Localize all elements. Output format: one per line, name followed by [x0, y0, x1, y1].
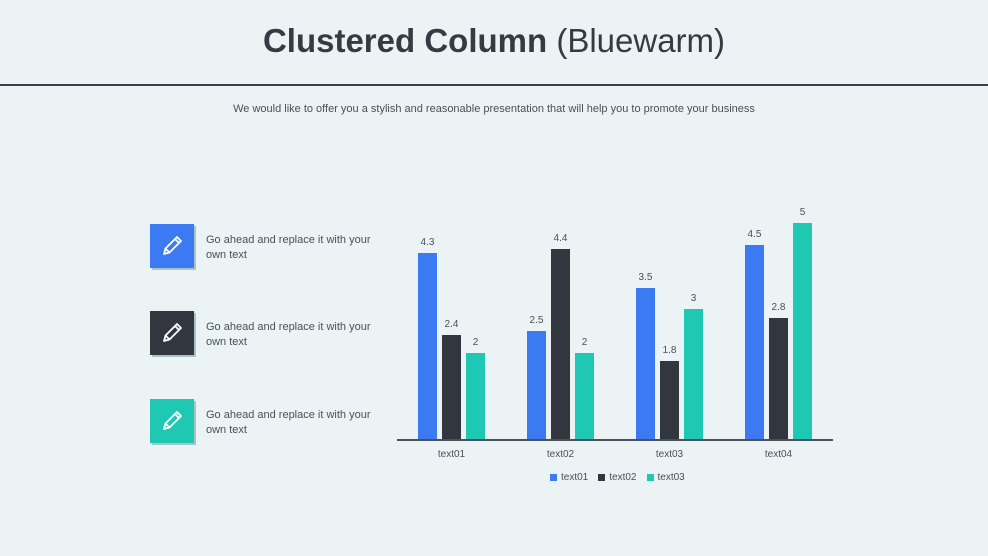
category-label: text01	[437, 449, 466, 460]
data-label: 2	[472, 336, 479, 348]
page-title: Clustered Column (Bluewarm)	[0, 22, 988, 60]
category-label: text03	[655, 449, 684, 460]
pencil-icon-box	[150, 399, 194, 443]
bar-text03-text02	[660, 361, 679, 439]
legend-label: text01	[561, 472, 589, 483]
data-label: 4.4	[553, 232, 568, 244]
side-item-text: Go ahead and replace it with your own te…	[206, 234, 371, 261]
bar-text01-text01	[418, 253, 437, 439]
legend-item-text03: text03	[646, 472, 685, 483]
bar-text03-text01	[636, 287, 655, 439]
bar-text01-text03	[466, 352, 485, 439]
data-label: 4.3	[420, 237, 435, 249]
bar-text02-text03	[575, 352, 594, 439]
side-item-text: Go ahead and replace it with your own te…	[206, 409, 371, 436]
title-bold: Clustered Column	[262, 22, 548, 59]
data-label: 5	[799, 207, 806, 218]
data-label: 3.5	[638, 271, 653, 283]
category-label: text04	[764, 449, 793, 460]
legend-item-text01: text01	[550, 472, 588, 483]
legend-label: text03	[657, 472, 685, 483]
bar-text04-text02	[769, 318, 788, 439]
title-divider	[0, 84, 988, 86]
bar-text01-text02	[442, 335, 461, 439]
title-light: (Bluewarm)	[556, 22, 726, 59]
data-label: 3	[690, 293, 697, 305]
subtitle: We would like to offer you a stylish and…	[233, 103, 755, 115]
pencil-icon-box	[150, 311, 194, 355]
bar-text02-text02	[551, 248, 570, 439]
legend-swatch	[598, 474, 606, 481]
bar-text02-text01	[527, 331, 546, 439]
x-axis-line	[397, 439, 833, 441]
data-label: 1.8	[662, 345, 677, 357]
legend-swatch	[646, 474, 654, 481]
chart-legend: text01 text02 text03	[550, 472, 685, 483]
side-item: Go ahead and replace it with your own te…	[150, 311, 380, 357]
data-label: 2.5	[529, 315, 544, 326]
bar-text03-text03	[684, 309, 703, 439]
data-label: 4.5	[747, 228, 762, 240]
pencil-icon	[163, 411, 182, 430]
legend-swatch	[550, 474, 557, 481]
data-label: 2	[581, 336, 588, 348]
pencil-icon	[163, 323, 182, 342]
side-item: Go ahead and replace it with your own te…	[150, 224, 380, 270]
pencil-icon-box	[150, 224, 194, 268]
legend-label: text02	[609, 472, 637, 483]
legend-item-text02: text02	[598, 472, 637, 483]
bar-text04-text01	[745, 244, 764, 439]
data-label: 2.8	[771, 302, 786, 314]
side-item-text: Go ahead and replace it with your own te…	[206, 321, 371, 348]
category-label: text02	[546, 449, 575, 460]
side-item: Go ahead and replace it with your own te…	[150, 399, 380, 445]
pencil-icon	[163, 236, 182, 255]
bar-text04-text03	[793, 223, 812, 439]
data-label: 2.4	[444, 319, 459, 331]
